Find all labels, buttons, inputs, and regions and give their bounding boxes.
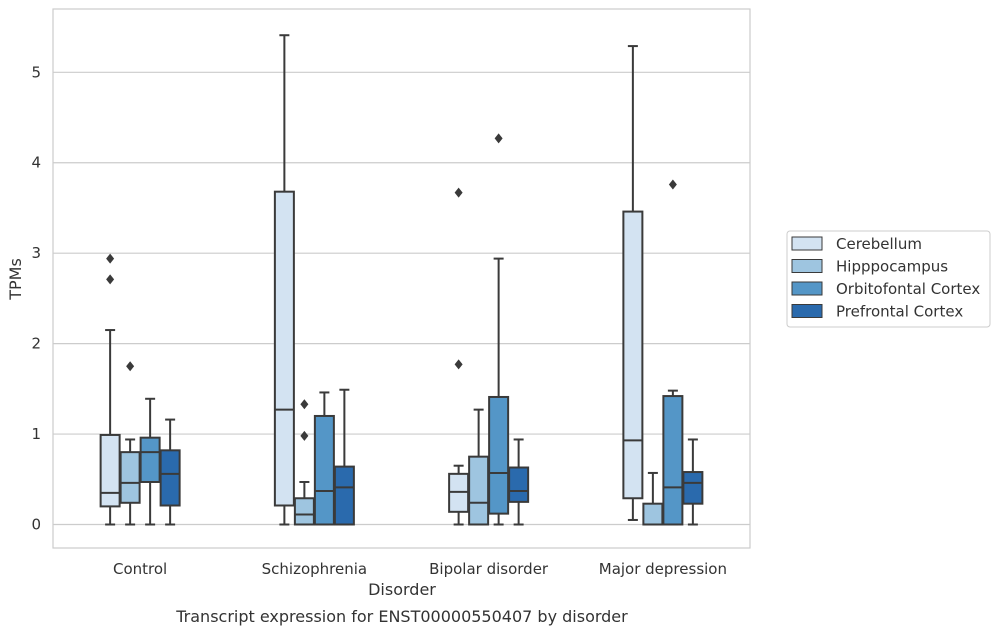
box-body	[333, 465, 355, 526]
box-body	[642, 502, 664, 526]
box-body	[313, 414, 335, 526]
box-body	[293, 497, 315, 526]
outlier-point	[494, 133, 503, 144]
box-cerebellum	[273, 34, 295, 526]
box-prefrontal-cortex	[682, 438, 704, 526]
outlier-point	[126, 361, 135, 372]
box-prefrontal-cortex	[159, 418, 181, 526]
box-cerebellum	[622, 45, 644, 521]
box-prefrontal-cortex	[333, 388, 355, 526]
box-cerebellum	[99, 253, 121, 526]
box-body	[99, 433, 121, 508]
box-body	[273, 190, 295, 507]
x-tick-label: Bipolar disorder	[429, 560, 549, 578]
outlier-point	[106, 274, 115, 285]
box-hipppocampus	[293, 399, 315, 526]
y-axis: 0 1 2 3 4 5	[31, 63, 41, 533]
legend-swatch	[791, 281, 823, 296]
legend-swatch	[791, 259, 823, 273]
legend-swatch	[791, 304, 823, 318]
x-tick-label: Schizophrenia	[262, 560, 367, 578]
y-tick-label: 5	[31, 63, 41, 81]
outlier-point	[454, 359, 463, 370]
box-hipppocampus	[119, 361, 141, 526]
outlier-point	[454, 187, 463, 198]
box-body	[488, 395, 510, 515]
y-tick-label: 2	[31, 335, 41, 353]
outlier-point	[300, 430, 309, 441]
y-tick-label: 3	[31, 244, 41, 262]
box-orbitofontal-cortex	[662, 179, 684, 526]
box-orbitofontal-cortex	[313, 391, 335, 526]
x-tick-label: Control	[113, 560, 167, 578]
legend-entry-label: Cerebellum	[836, 235, 922, 253]
box-orbitofontal-cortex	[139, 397, 161, 526]
box-body	[508, 466, 530, 503]
box-body	[622, 210, 644, 500]
x-axis-label: Disorder	[368, 580, 436, 599]
box-body	[139, 436, 161, 483]
outlier-point	[300, 399, 309, 410]
y-tick-label: 4	[31, 154, 41, 172]
legend: Cerebellum Hipppocampus Orbitofontal Corte…	[786, 230, 991, 328]
boxes	[99, 34, 704, 526]
legend-entry-label: Prefrontal Cortex	[836, 303, 963, 321]
chart-caption: Transcript expression for ENST0000055040…	[175, 607, 628, 626]
outlier-point	[668, 179, 677, 190]
y-axis-label: TPMs	[6, 258, 25, 301]
y-tick-label: 1	[31, 425, 41, 443]
x-axis: Control Schizophrenia Bipolar disorder Majo…	[113, 560, 727, 578]
box-hipppocampus	[642, 471, 664, 526]
box-hipppocampus	[468, 408, 490, 526]
outlier-point	[106, 253, 115, 264]
box-body	[119, 451, 141, 504]
box-body	[682, 471, 704, 505]
box-body	[662, 395, 684, 526]
box-body	[159, 449, 181, 507]
legend-entry-label: Hipppocampus	[836, 258, 948, 276]
legend-swatch	[791, 236, 823, 251]
box-prefrontal-cortex	[508, 438, 530, 526]
legend-items: Cerebellum Hipppocampus Orbitofontal Corte…	[791, 235, 980, 321]
legend-entry-label: Orbitofontal Cortex	[836, 280, 980, 298]
y-tick-label: 0	[31, 515, 41, 533]
box-body	[468, 455, 490, 526]
x-tick-label: Major depression	[599, 560, 727, 578]
plot-area	[52, 8, 751, 549]
legend-frame	[786, 230, 991, 328]
box-cerebellum	[448, 187, 470, 526]
box-orbitofontal-cortex	[488, 133, 510, 526]
